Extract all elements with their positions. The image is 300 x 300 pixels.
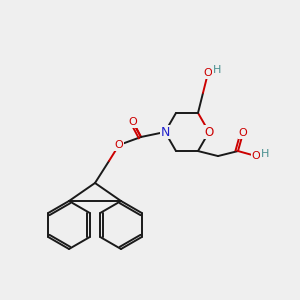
Text: H: H <box>261 149 269 159</box>
Text: O: O <box>129 117 137 127</box>
Text: O: O <box>204 68 212 78</box>
Text: H: H <box>213 65 221 75</box>
Text: O: O <box>204 125 214 139</box>
Text: O: O <box>238 128 247 138</box>
Text: N: N <box>160 125 170 139</box>
Text: O: O <box>252 151 260 161</box>
Text: O: O <box>115 140 123 150</box>
